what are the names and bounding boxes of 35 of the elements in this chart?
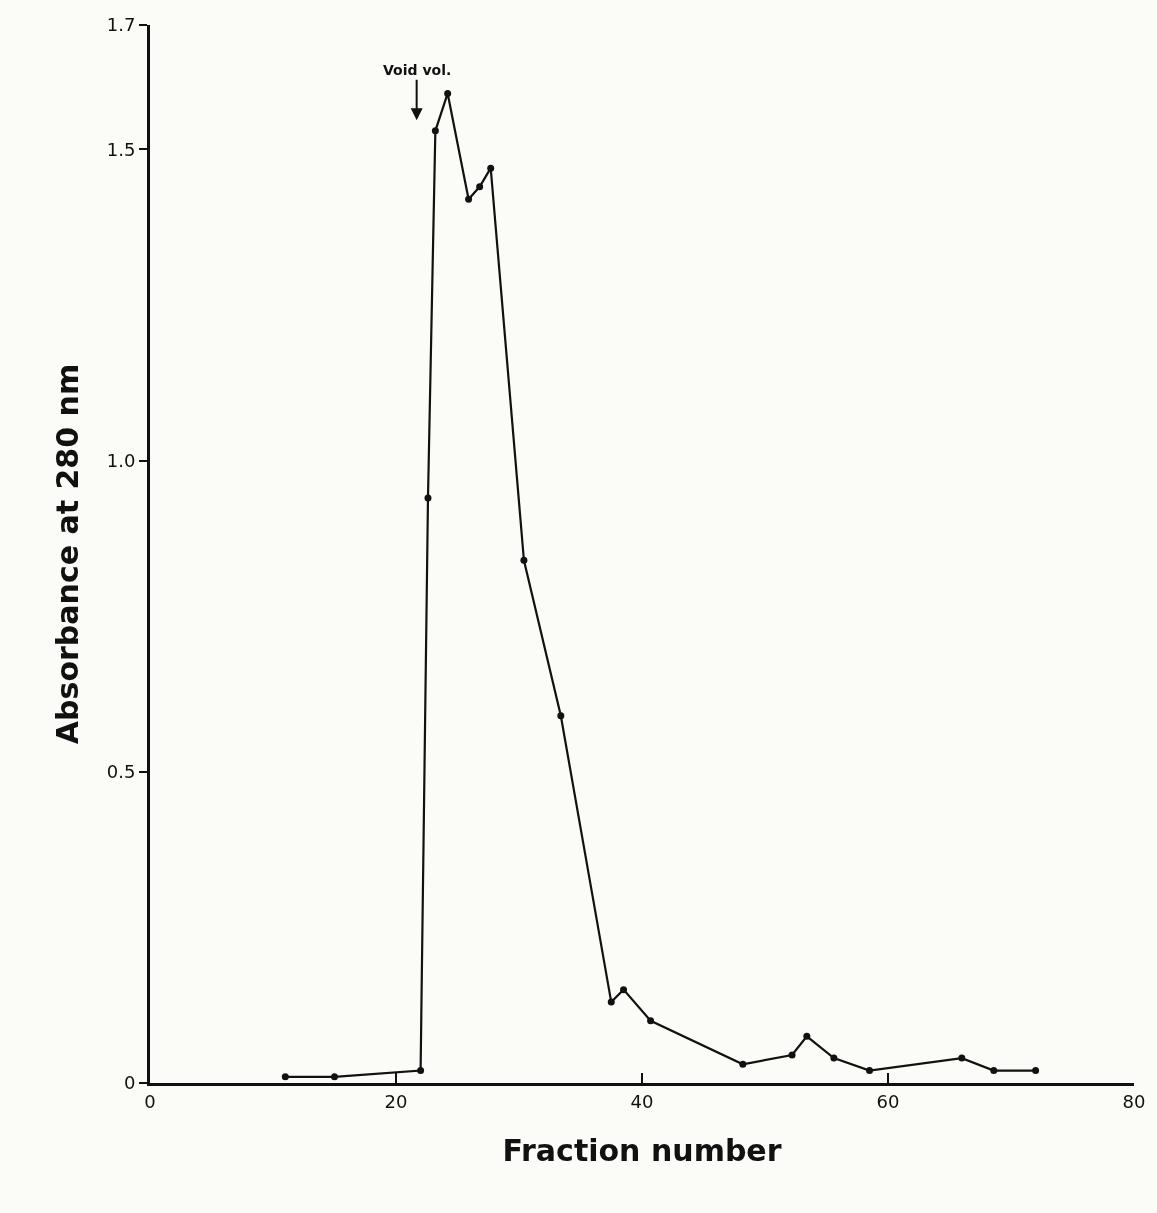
point	[417, 1067, 425, 1075]
point	[281, 1073, 289, 1081]
x-tick-label: 0	[144, 1090, 156, 1112]
point	[476, 183, 484, 191]
point	[803, 1032, 811, 1040]
point	[958, 1054, 966, 1062]
point	[607, 998, 615, 1006]
point	[557, 712, 565, 720]
x-tick-label: 80	[1122, 1090, 1146, 1112]
point	[331, 1073, 338, 1081]
point	[866, 1067, 874, 1075]
y-tick-label: 0.5	[106, 761, 136, 783]
x-tick-label: 40	[630, 1090, 654, 1112]
point	[465, 195, 473, 203]
point	[739, 1060, 747, 1068]
point	[1032, 1067, 1040, 1075]
y-tick-label: 1.5	[106, 138, 136, 160]
point	[830, 1054, 838, 1062]
point	[990, 1067, 998, 1075]
point	[424, 494, 432, 502]
x-tick-label: 20	[384, 1090, 408, 1112]
point	[788, 1051, 796, 1059]
point	[444, 89, 452, 97]
point	[431, 127, 439, 135]
y-tick-label: 1.7	[106, 14, 136, 36]
x-axis-title: Fraction number	[502, 1133, 782, 1169]
x-tick-label: 60	[876, 1090, 900, 1112]
point	[647, 1017, 655, 1025]
point	[620, 986, 628, 994]
point	[487, 164, 495, 172]
annotation: Void vol.	[383, 62, 452, 78]
point	[520, 556, 528, 564]
y-axis-title: Absorbance at 280 nm	[49, 363, 85, 745]
y-tick-label: 1.0	[106, 449, 136, 471]
y-tick-label: 0	[123, 1072, 136, 1094]
